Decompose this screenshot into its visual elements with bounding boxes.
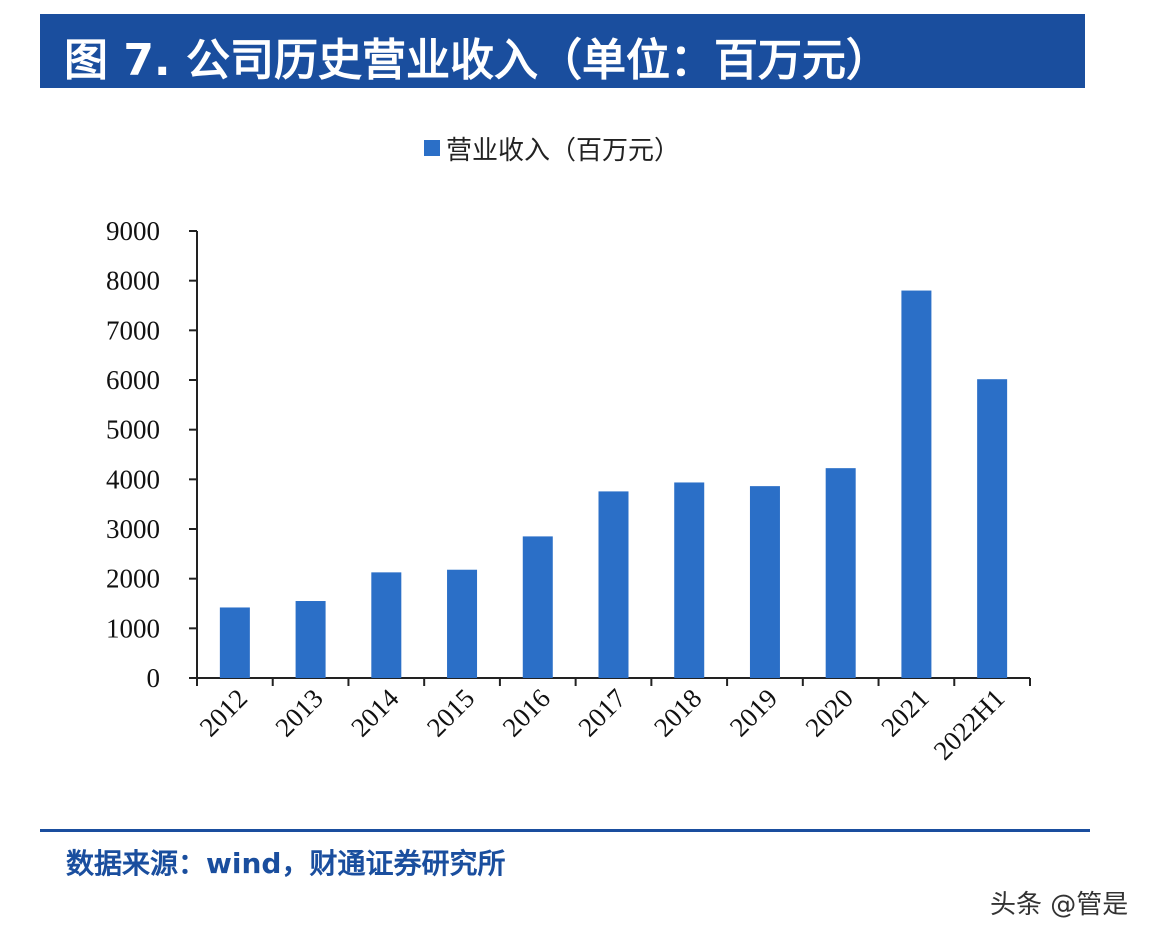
bar-2012 — [219, 607, 250, 678]
bar-2022H1 — [977, 379, 1008, 678]
legend-label: 营业收入（百万元） — [446, 136, 680, 166]
y-tick-label: 7000 — [106, 315, 160, 345]
bar-2015 — [447, 569, 478, 678]
x-tick-label: 2022H1 — [928, 683, 1011, 766]
y-tick-label: 8000 — [106, 266, 160, 296]
x-tick-label: 2021 — [875, 683, 934, 742]
bar-2017 — [598, 491, 629, 678]
bar-2018 — [674, 482, 705, 678]
y-tick-label: 1000 — [106, 613, 160, 643]
figure-title: 图 7. 公司历史营业收入（单位：百万元） — [64, 35, 890, 86]
legend-swatch — [424, 140, 440, 156]
data-source: 数据来源：wind，财通证券研究所 — [66, 847, 506, 880]
x-tick-label: 2016 — [497, 683, 556, 742]
y-tick-label: 2000 — [106, 564, 160, 594]
bar-2020 — [825, 468, 856, 678]
y-tick-label: 0 — [147, 663, 161, 693]
bar-2019 — [749, 486, 780, 678]
y-tick-label: 3000 — [106, 514, 160, 544]
x-tick-label: 2019 — [724, 683, 783, 742]
y-tick-label: 6000 — [106, 365, 160, 395]
x-tick-label: 2015 — [421, 683, 480, 742]
y-tick-label: 9000 — [106, 216, 160, 246]
x-tick-label: 2012 — [194, 683, 253, 742]
x-tick-label: 2020 — [800, 683, 859, 742]
x-tick-label: 2013 — [269, 683, 328, 742]
bar-2014 — [371, 572, 402, 678]
x-tick-label: 2014 — [345, 683, 405, 743]
bar-chart: 营业收入（百万元） 0 1000 2000 3000 4000 5000 6000 7000 80… — [106, 136, 1031, 766]
x-tick-label: 2017 — [572, 683, 631, 742]
bar-2016 — [522, 536, 553, 678]
watermark: 头条 @管是 — [990, 890, 1129, 920]
bar-2013 — [295, 601, 326, 678]
y-tick-label: 5000 — [106, 415, 160, 445]
bar-2021 — [901, 290, 932, 678]
footer-divider — [40, 829, 1090, 832]
y-tick-label: 4000 — [106, 464, 160, 494]
x-tick-label: 2018 — [648, 683, 707, 742]
title-banner: 图 7. 公司历史营业收入（单位：百万元） — [40, 14, 1085, 88]
